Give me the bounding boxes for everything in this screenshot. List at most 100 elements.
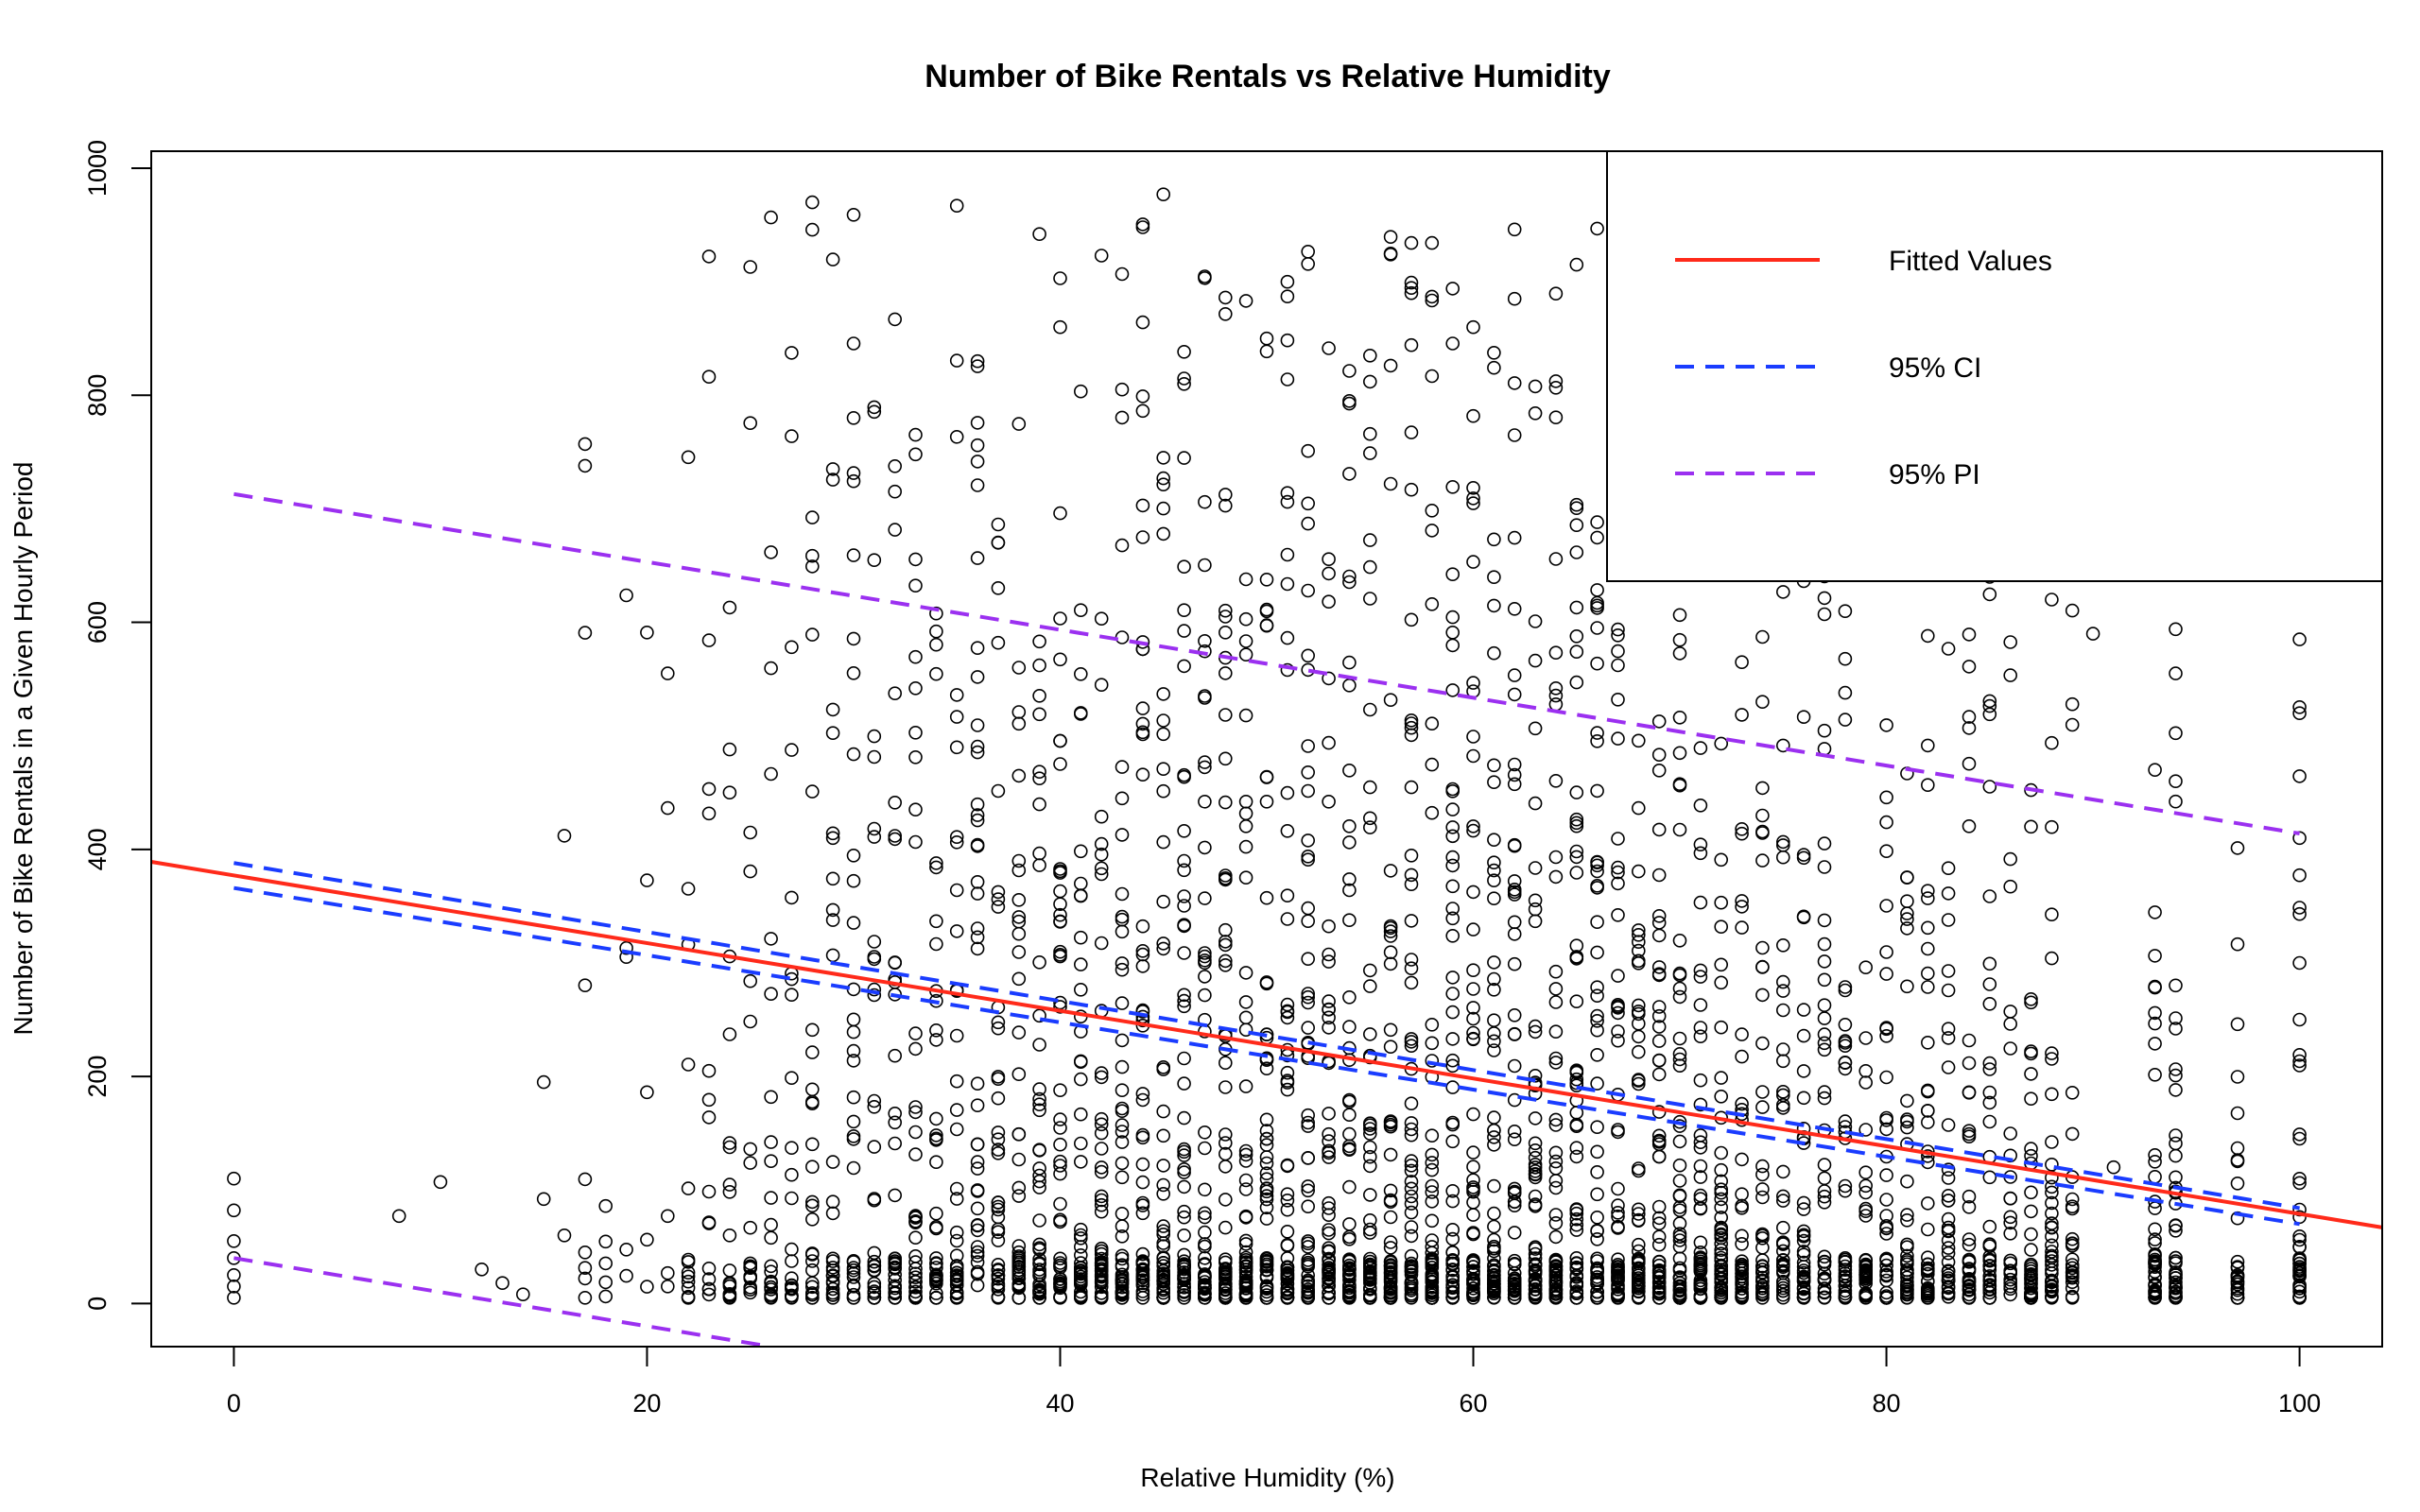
scatter-point	[804, 1045, 820, 1059]
scatter-point	[1445, 282, 1460, 296]
scatter-point	[1011, 768, 1027, 783]
scatter-point	[1301, 1234, 1315, 1248]
scatter-point	[1032, 771, 1046, 786]
scatter-point	[825, 913, 840, 927]
scatter-point	[1177, 1162, 1191, 1177]
scatter-point	[867, 1093, 882, 1108]
scatter-point	[681, 1265, 696, 1280]
scatter-point	[1011, 926, 1027, 941]
scatter-point	[1135, 919, 1150, 934]
scatter-point	[929, 1251, 943, 1265]
scatter-point	[908, 578, 923, 593]
scatter-point	[1982, 1170, 1997, 1185]
scatter-point	[1982, 780, 1997, 794]
scatter-point	[970, 874, 985, 889]
scatter-point	[1548, 1216, 1564, 1230]
scatter-point	[1445, 1053, 1460, 1068]
scatter-point	[785, 429, 799, 443]
scatter-point	[701, 1184, 717, 1199]
scatter-point	[1507, 927, 1522, 941]
scatter-point	[681, 1280, 696, 1296]
scatter-point	[1879, 899, 1893, 913]
scatter-point	[1528, 1024, 1543, 1040]
scatter-point	[1301, 1021, 1315, 1035]
scatter-point	[2003, 635, 2017, 649]
scatter-point	[1466, 1107, 1480, 1122]
scatter-point	[1445, 1080, 1460, 1094]
scatter-point	[970, 455, 985, 469]
scatter-point	[949, 353, 964, 368]
scatter-point	[1363, 374, 1377, 389]
scatter-point	[2148, 1170, 2162, 1184]
scatter-point	[1672, 646, 1687, 661]
scatter-point	[1363, 1264, 1377, 1279]
scatter-point	[1569, 1149, 1584, 1164]
scatter-point	[1011, 1264, 1027, 1280]
scatter-point	[1032, 1082, 1046, 1096]
scatter-point	[1238, 1255, 1253, 1269]
scatter-point	[1342, 569, 1357, 584]
scatter-point	[1962, 1033, 1977, 1048]
scatter-point	[991, 1021, 1006, 1036]
scatter-point	[825, 462, 840, 476]
scatter-point	[764, 1280, 778, 1295]
scatter-point	[1053, 1137, 1067, 1152]
scatter-point	[1548, 1281, 1564, 1297]
scatter-point	[1280, 997, 1295, 1012]
scatter-point	[908, 649, 923, 664]
scatter-point	[949, 924, 964, 938]
scatter-point	[1528, 1257, 1543, 1272]
scatter-point	[970, 1245, 985, 1260]
scatter-point	[1363, 1122, 1377, 1136]
scatter-point	[1238, 1245, 1253, 1260]
scatter-point	[2024, 1243, 2038, 1257]
scatter-point	[1651, 1067, 1667, 1082]
scatter-point	[1301, 1119, 1315, 1133]
scatter-point	[991, 1290, 1006, 1305]
scatter-point	[1548, 1263, 1564, 1278]
scatter-point	[867, 749, 882, 765]
scatter-point	[1156, 1273, 1170, 1287]
scatter-point	[1156, 1239, 1170, 1253]
scatter-point	[970, 641, 985, 656]
scatter-point	[1425, 1036, 1440, 1051]
scatter-point	[743, 1280, 758, 1295]
scatter-point	[1548, 1154, 1564, 1169]
scatter-point	[1135, 716, 1150, 731]
scatter-point	[1590, 221, 1604, 236]
scatter-point	[949, 429, 964, 444]
scatter-point	[1487, 1138, 1501, 1152]
scatter-point	[804, 784, 820, 799]
scatter-point	[1507, 668, 1522, 682]
scatter-point	[1322, 1021, 1336, 1035]
scatter-point	[1548, 773, 1564, 788]
scatter-point	[1879, 1193, 1893, 1207]
scatter-point	[619, 1268, 633, 1283]
scatter-point	[1921, 1222, 1935, 1237]
scatter-point	[1219, 708, 1233, 722]
scatter-point	[1404, 868, 1419, 883]
scatter-point	[578, 437, 593, 452]
scatter-point	[1755, 781, 1770, 796]
scatter-point	[1425, 1269, 1440, 1284]
scatter-point	[1135, 725, 1150, 740]
scatter-point	[1094, 1289, 1109, 1304]
chart-title: Number of Bike Rentals vs Relative Humid…	[925, 59, 1611, 94]
scatter-point	[1177, 559, 1191, 575]
scatter-point	[991, 783, 1006, 799]
scatter-point	[1156, 451, 1170, 465]
scatter-point	[1404, 914, 1419, 928]
scatter-point	[701, 1216, 717, 1230]
scatter-point	[1632, 733, 1646, 748]
scatter-point	[1238, 1022, 1253, 1037]
scatter-point	[908, 447, 923, 462]
scatter-point	[1011, 1279, 1027, 1294]
scatter-point	[949, 688, 964, 702]
scatter-point	[557, 1228, 572, 1243]
scatter-point	[929, 1155, 943, 1169]
scatter-point	[1074, 930, 1088, 945]
scatter-point	[1219, 1056, 1233, 1070]
scatter-point	[1094, 1164, 1109, 1179]
scatter-point	[1074, 1248, 1088, 1263]
